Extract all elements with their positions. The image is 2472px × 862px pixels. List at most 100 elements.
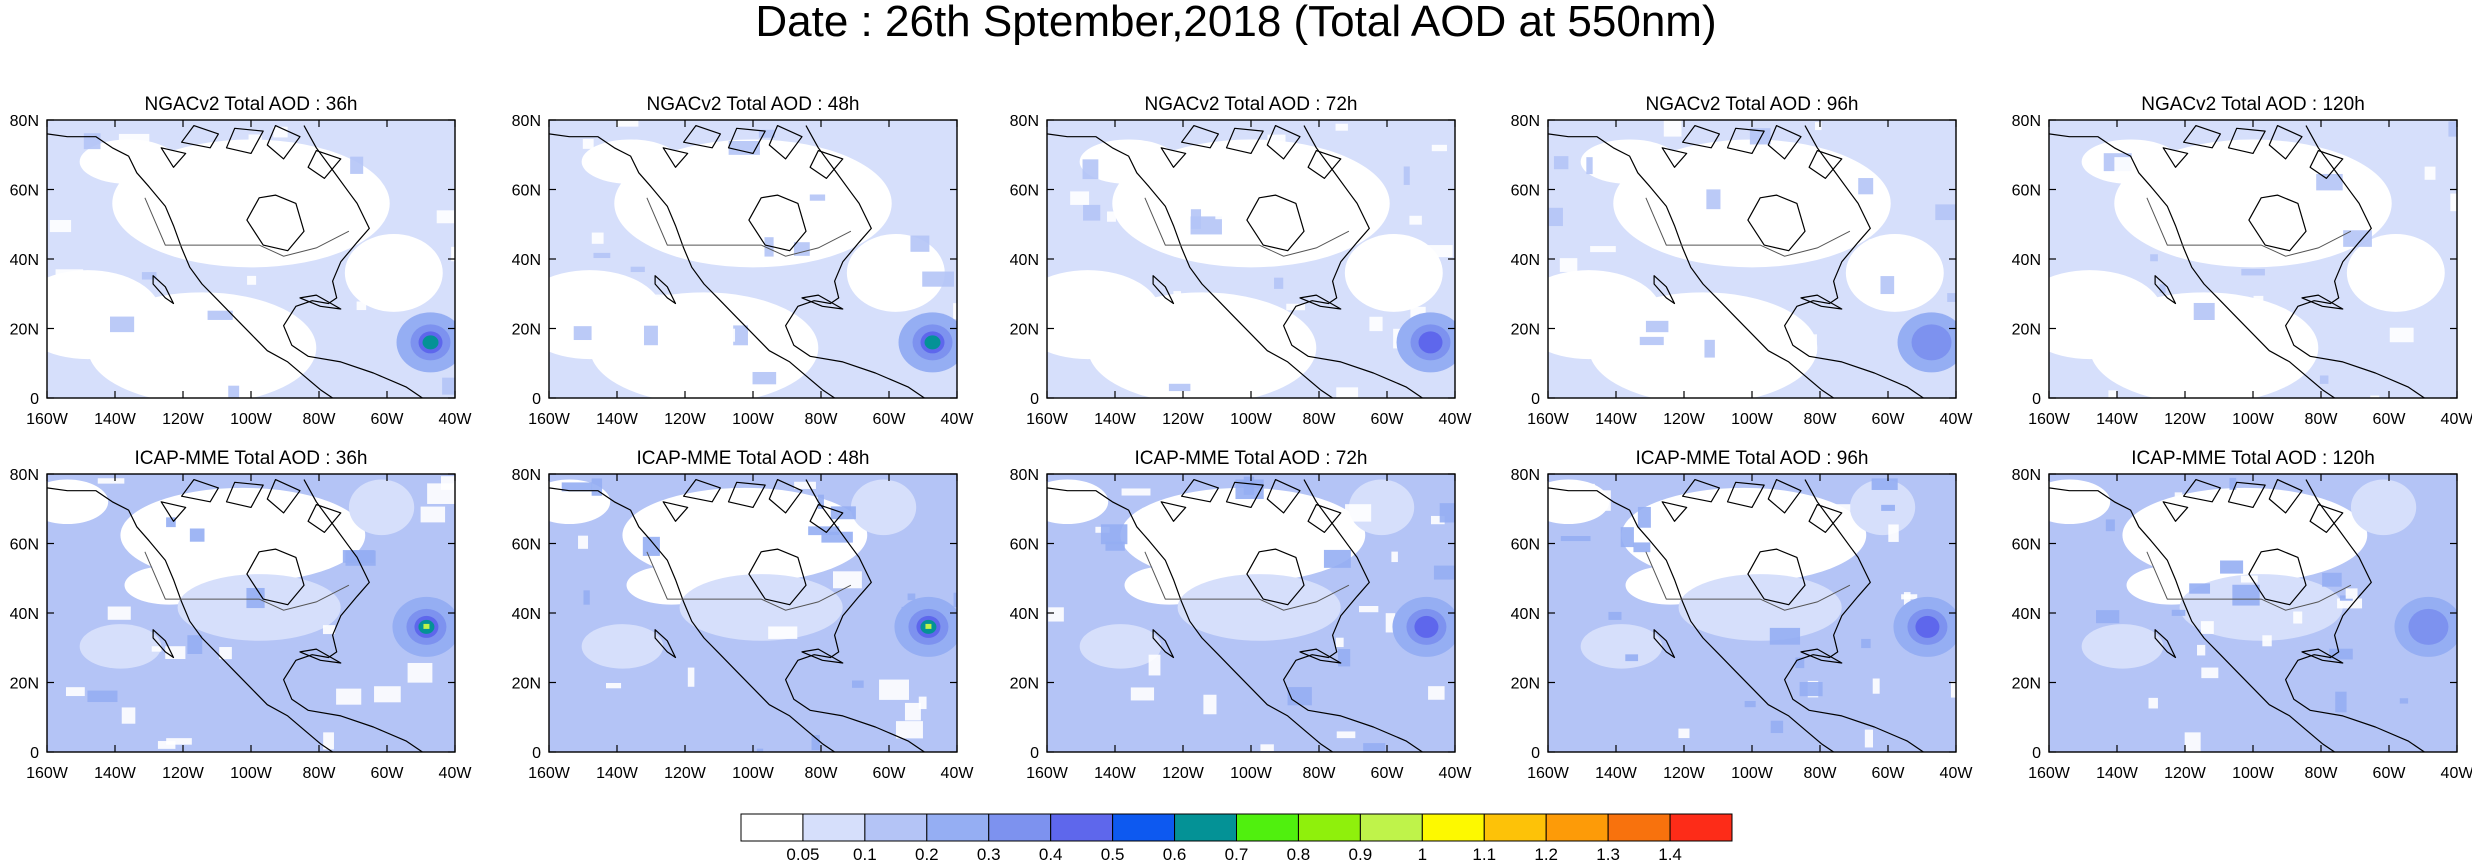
lat-label: 20N	[2012, 676, 2041, 693]
lon-label: 120W	[1162, 411, 1205, 428]
lat-label: 60N	[1511, 183, 1540, 200]
lat-label: 60N	[10, 537, 39, 554]
lat-label: 80N	[1511, 113, 1540, 130]
lon-label: 80W	[805, 765, 839, 782]
map-panel: ICAP-MME Total AOD : 96h 80N 60N 40N 20N 0 160…	[1511, 448, 1974, 782]
map-panel: ICAP-MME Total AOD : 120h 80N 60N 40N 20N 0 16…	[2012, 448, 2472, 782]
lat-label: 0	[1030, 391, 1039, 408]
lat-label: 60N	[2012, 537, 2041, 554]
map-panel: NGACv2 Total AOD : 36h 80N 60N 40N 20N 0 160W 1…	[10, 94, 473, 428]
lat-label: 20N	[1511, 676, 1540, 693]
colorbar-swatch	[740, 813, 804, 842]
lat-label: 20N	[10, 676, 39, 693]
lat-label: 80N	[512, 467, 541, 484]
lon-label: 60W	[371, 411, 405, 428]
colorbar-label: 0.1	[853, 845, 877, 862]
lat-label: 60N	[512, 537, 541, 554]
colorbar-swatch	[1545, 813, 1609, 842]
colorbar-label: 0.2	[915, 845, 939, 862]
lat-label: 40N	[1010, 606, 1039, 623]
colorbar-swatch	[926, 813, 990, 842]
lon-label: 60W	[1371, 765, 1405, 782]
lon-label: 160W	[528, 411, 571, 428]
lon-label: 140W	[1595, 765, 1638, 782]
lat-label: 0	[1531, 391, 1540, 408]
lat-label: 20N	[1010, 322, 1039, 339]
colorbar-swatch	[1112, 813, 1176, 842]
lat-label: 40N	[2012, 252, 2041, 269]
lon-label: 60W	[1872, 765, 1906, 782]
colorbar: 0.05 0.1 0.2 0.3 0.4 0.5 0.6 0.7 0.8 0.9 1 1.1 1.2 1.…	[740, 813, 1733, 862]
colorbar-label: 1	[1418, 845, 1427, 862]
lon-label: 120W	[162, 765, 205, 782]
figure-title: Date : 26th Sptember,2018 (Total AOD at …	[755, 0, 1717, 46]
lat-label: 80N	[1511, 467, 1540, 484]
colorbar-swatch	[802, 813, 866, 842]
lon-label: 40W	[439, 765, 473, 782]
map-panel: ICAP-MME Total AOD : 72h 80N 60N 40N 20N 0 160…	[1010, 448, 1473, 782]
lon-label: 120W	[162, 411, 205, 428]
colorbar-swatch	[1297, 813, 1361, 842]
panel-title: ICAP-MME Total AOD : 48h	[636, 448, 869, 469]
colorbar-swatch	[1174, 813, 1237, 842]
lon-label: 140W	[1595, 411, 1638, 428]
lat-label: 0	[1030, 745, 1039, 762]
lon-label: 40W	[2441, 765, 2472, 782]
colorbar-label: 0.6	[1163, 845, 1187, 862]
colorbar-label: 0.8	[1287, 845, 1311, 862]
lon-label: 160W	[2028, 411, 2071, 428]
lon-label: 160W	[26, 765, 69, 782]
lon-label: 160W	[1026, 411, 1069, 428]
colorbar-swatch	[1669, 813, 1733, 842]
lon-label: 160W	[1527, 765, 1570, 782]
lon-label: 100W	[732, 765, 775, 782]
lon-label: 120W	[664, 411, 707, 428]
lat-label: 20N	[512, 322, 541, 339]
colorbar-swatch	[1483, 813, 1547, 842]
map-panel: NGACv2 Total AOD : 96h 80N 60N 40N 20N 0 160W 1…	[1511, 94, 1974, 428]
lat-label: 60N	[1511, 537, 1540, 554]
colorbar-label: 0.7	[1225, 845, 1249, 862]
lat-label: 0	[1531, 745, 1540, 762]
lat-label: 20N	[1010, 676, 1039, 693]
lat-label: 60N	[512, 183, 541, 200]
lat-label: 20N	[1511, 322, 1540, 339]
lon-label: 140W	[1094, 765, 1137, 782]
map-panel: NGACv2 Total AOD : 120h 80N 60N 40N 20N 0 160W…	[2012, 94, 2472, 428]
lon-label: 40W	[439, 411, 473, 428]
lon-label: 40W	[1940, 411, 1974, 428]
lat-label: 60N	[1010, 537, 1039, 554]
lat-label: 60N	[1010, 183, 1039, 200]
colorbar-label: 1.3	[1596, 845, 1620, 862]
lon-label: 80W	[2305, 765, 2339, 782]
lon-label: 100W	[1731, 411, 1774, 428]
lat-label: 80N	[10, 467, 39, 484]
colorbar-label: 0.5	[1101, 845, 1125, 862]
lon-label: 60W	[2373, 765, 2407, 782]
lon-label: 160W	[26, 411, 69, 428]
lon-label: 60W	[1872, 411, 1906, 428]
lon-label: 140W	[1094, 411, 1137, 428]
lon-label: 40W	[2441, 411, 2472, 428]
lon-label: 120W	[664, 765, 707, 782]
lon-label: 100W	[732, 411, 775, 428]
lon-label: 60W	[371, 765, 405, 782]
lon-label: 120W	[2164, 411, 2207, 428]
colorbar-swatch	[1421, 813, 1485, 842]
colorbar-swatch	[1607, 813, 1671, 842]
colorbar-label: 0.9	[1349, 845, 1373, 862]
colorbar-swatch	[1236, 813, 1299, 842]
lon-label: 80W	[303, 411, 337, 428]
lat-label: 80N	[2012, 467, 2041, 484]
lon-label: 40W	[1439, 765, 1473, 782]
lon-label: 140W	[596, 765, 639, 782]
lon-label: 60W	[2373, 411, 2407, 428]
panel-title: ICAP-MME Total AOD : 96h	[1635, 448, 1868, 469]
colorbar-label: 1.4	[1658, 845, 1682, 862]
panel-title: NGACv2 Total AOD : 48h	[647, 94, 860, 115]
colorbar-swatch	[864, 813, 928, 842]
lat-label: 80N	[1010, 467, 1039, 484]
map-panel: ICAP-MME Total AOD : 36h 80N 60N 40N 20N 0 160…	[10, 448, 473, 782]
lon-label: 120W	[1162, 765, 1205, 782]
lat-label: 40N	[512, 606, 541, 623]
